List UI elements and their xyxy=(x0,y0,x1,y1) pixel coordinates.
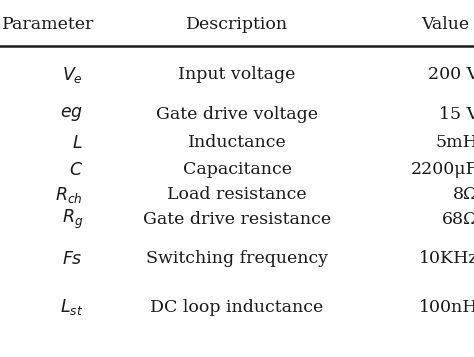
Text: $C$: $C$ xyxy=(69,161,83,178)
Text: 8Ω: 8Ω xyxy=(453,186,474,203)
Text: $\mathit{eg}$: $\mathit{eg}$ xyxy=(60,105,83,123)
Text: Description: Description xyxy=(186,16,288,33)
Text: Capacitance: Capacitance xyxy=(182,161,292,178)
Text: 2200μF: 2200μF xyxy=(411,161,474,178)
Text: Switching frequency: Switching frequency xyxy=(146,250,328,267)
Text: 15 V: 15 V xyxy=(438,106,474,123)
Text: 100nH: 100nH xyxy=(419,298,474,316)
Text: DC loop inductance: DC loop inductance xyxy=(150,298,324,316)
Text: $L$: $L$ xyxy=(73,134,83,152)
Text: Value: Value xyxy=(421,16,469,33)
Text: Parameter: Parameter xyxy=(2,16,95,33)
Text: $R_{ch}$: $R_{ch}$ xyxy=(55,185,83,205)
Text: 10KHz: 10KHz xyxy=(419,250,474,267)
Text: $L_{st}$: $L_{st}$ xyxy=(60,297,83,317)
Text: Gate drive resistance: Gate drive resistance xyxy=(143,211,331,228)
Text: Load resistance: Load resistance xyxy=(167,186,307,203)
Text: Inductance: Inductance xyxy=(188,134,286,151)
Text: 68Ω: 68Ω xyxy=(442,211,474,228)
Text: $Fs$: $Fs$ xyxy=(62,250,83,268)
Text: $V_e$: $V_e$ xyxy=(62,65,83,85)
Text: 5mH: 5mH xyxy=(436,134,474,151)
Text: 200 V: 200 V xyxy=(428,66,474,84)
Text: $R_g$: $R_g$ xyxy=(62,208,83,231)
Text: Input voltage: Input voltage xyxy=(178,66,296,84)
Text: Gate drive voltage: Gate drive voltage xyxy=(156,106,318,123)
